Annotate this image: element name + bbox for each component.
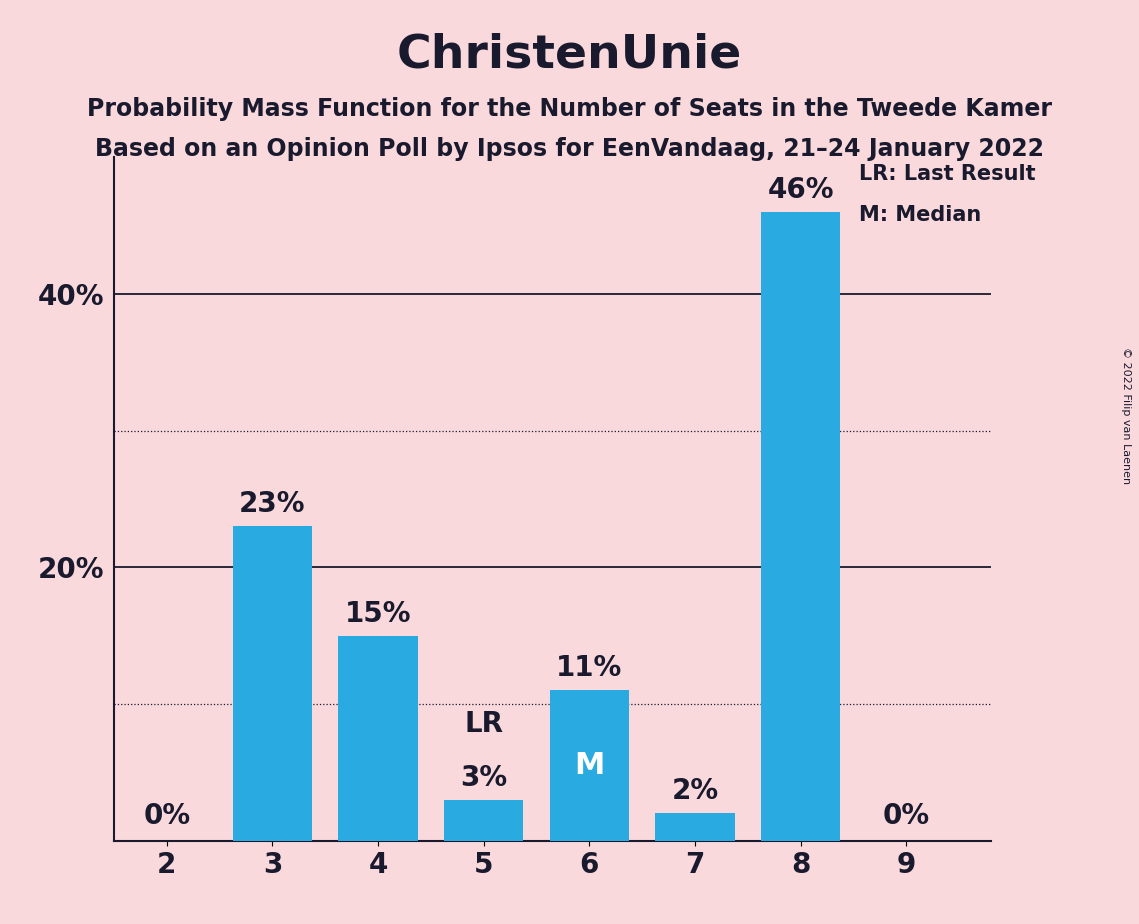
Text: 2%: 2% [672,777,719,806]
Text: © 2022 Filip van Laenen: © 2022 Filip van Laenen [1121,347,1131,484]
Text: LR: Last Result: LR: Last Result [859,164,1035,184]
Bar [444,800,523,841]
Text: 3%: 3% [460,763,507,792]
Text: Based on an Opinion Poll by Ipsos for EenVandaag, 21–24 January 2022: Based on an Opinion Poll by Ipsos for Ee… [95,137,1044,161]
Bar [761,212,841,841]
Text: Probability Mass Function for the Number of Seats in the Tweede Kamer: Probability Mass Function for the Number… [87,97,1052,121]
Text: 23%: 23% [239,490,305,518]
Text: 0%: 0% [883,802,929,830]
Bar [338,636,418,841]
Text: 15%: 15% [345,600,411,627]
Text: M: M [574,751,605,780]
Bar [655,813,735,841]
Text: 0%: 0% [144,802,190,830]
Bar [550,690,629,841]
Text: 46%: 46% [768,176,834,203]
Text: ChristenUnie: ChristenUnie [396,32,743,78]
Text: M: Median: M: Median [859,205,981,225]
Bar [232,527,312,841]
Text: LR: LR [465,711,503,738]
Text: 11%: 11% [556,654,623,682]
